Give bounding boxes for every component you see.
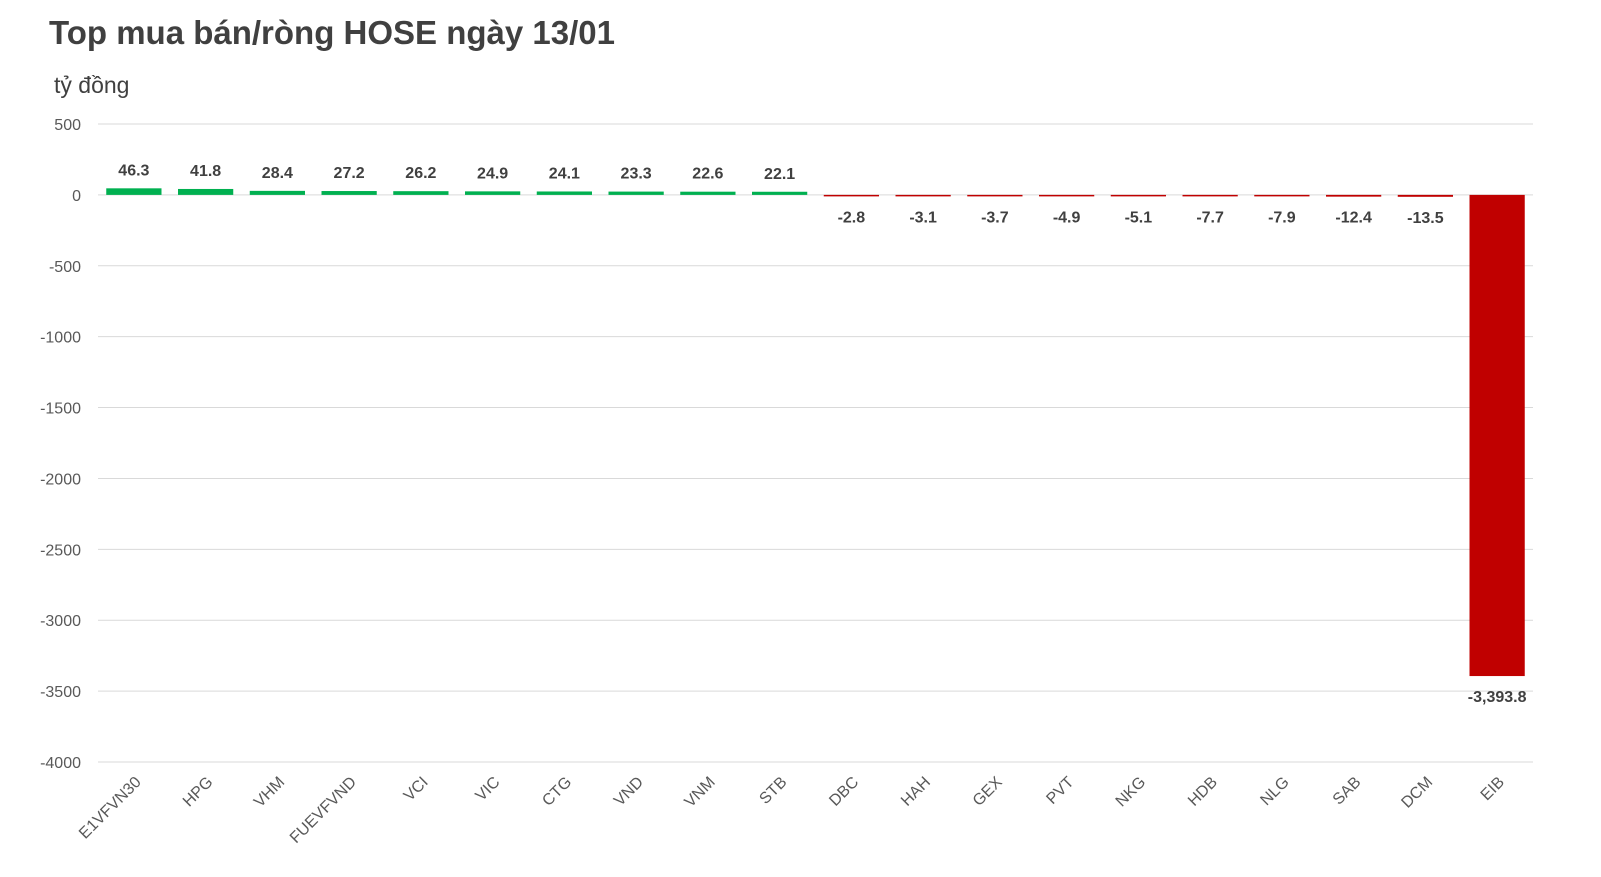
data-label: 23.3 bbox=[621, 166, 652, 183]
data-label: 22.1 bbox=[764, 166, 795, 183]
y-tick-label: -2000 bbox=[40, 471, 81, 488]
y-tick-label: -1500 bbox=[40, 401, 81, 418]
category-label: NKG bbox=[1113, 774, 1150, 811]
bar bbox=[393, 191, 449, 195]
bar bbox=[249, 190, 305, 195]
data-label: -4.9 bbox=[1053, 209, 1081, 226]
category-label: HPG bbox=[180, 774, 217, 811]
category-label: VIC bbox=[473, 774, 504, 805]
category-label: VND bbox=[611, 774, 647, 810]
bar bbox=[1182, 194, 1238, 197]
bar bbox=[1326, 194, 1382, 197]
category-label: EIB bbox=[1478, 774, 1508, 804]
chart-title: Top mua bán/ròng HOSE ngày 13/01 bbox=[49, 14, 615, 51]
bar bbox=[465, 191, 521, 195]
data-label: -3.7 bbox=[981, 209, 1009, 226]
category-label: VNM bbox=[682, 774, 719, 811]
bar bbox=[1397, 194, 1453, 197]
bar bbox=[178, 188, 234, 195]
category-label: HDB bbox=[1185, 774, 1221, 810]
category-label: VHM bbox=[251, 774, 288, 811]
y-tick-label: 0 bbox=[72, 188, 81, 205]
data-label: 22.6 bbox=[692, 166, 723, 183]
y-tick-label: -4000 bbox=[40, 755, 81, 772]
bar bbox=[608, 191, 664, 195]
data-label: 46.3 bbox=[118, 162, 149, 179]
data-label: 41.8 bbox=[190, 163, 221, 180]
data-label: 24.1 bbox=[549, 165, 580, 182]
bar bbox=[752, 191, 808, 195]
category-label: NLG bbox=[1257, 774, 1292, 809]
data-label: -12.4 bbox=[1335, 210, 1372, 227]
y-tick-label: -3000 bbox=[40, 613, 81, 630]
category-label: HAH bbox=[898, 774, 934, 810]
bar bbox=[106, 188, 162, 195]
category-label: DBC bbox=[826, 774, 862, 810]
gridlines bbox=[98, 123, 1533, 763]
data-label: -7.9 bbox=[1268, 209, 1296, 226]
category-label: GEX bbox=[970, 774, 1006, 810]
bar bbox=[536, 191, 592, 195]
data-label: 24.9 bbox=[477, 165, 508, 182]
y-tick-label: -3500 bbox=[40, 684, 81, 701]
bar bbox=[967, 194, 1023, 197]
y-tick-label: -500 bbox=[49, 259, 81, 276]
data-label: 27.2 bbox=[334, 165, 365, 182]
y-axis-unit-label: tỷ đồng bbox=[54, 72, 130, 98]
y-axis-ticks: 500 0 -500 -1000 -1500 -2000 -2500 -3000 -3500 -4… bbox=[40, 117, 81, 772]
bar bbox=[895, 194, 951, 197]
category-label: SAB bbox=[1330, 774, 1365, 809]
category-label: E1VFVN30 bbox=[76, 774, 145, 843]
category-label: CTG bbox=[539, 774, 575, 810]
bar bbox=[680, 191, 736, 195]
category-label: STB bbox=[756, 774, 790, 808]
bar bbox=[1469, 194, 1525, 677]
data-label: -5.1 bbox=[1125, 209, 1153, 226]
data-labels: 46.3 41.8 28.4 27.2 26.2 24.9 24.1 23.3 22.6 22.1… bbox=[118, 162, 1526, 706]
bar bbox=[1110, 194, 1166, 197]
data-label: -7.7 bbox=[1196, 209, 1224, 226]
bar bbox=[321, 191, 377, 195]
data-label: -3,393.8 bbox=[1468, 689, 1527, 706]
data-label: 28.4 bbox=[262, 165, 293, 182]
data-label: -3.1 bbox=[909, 209, 937, 226]
category-label: FUEVFVND bbox=[287, 774, 360, 847]
category-label: PVT bbox=[1043, 774, 1077, 808]
data-label: 26.2 bbox=[405, 165, 436, 182]
y-tick-label: 500 bbox=[54, 117, 81, 134]
data-label: -13.5 bbox=[1407, 210, 1444, 227]
category-label: VCI bbox=[401, 774, 432, 805]
data-label: -2.8 bbox=[838, 209, 866, 226]
bar bbox=[1254, 194, 1310, 197]
bars bbox=[106, 188, 1525, 677]
category-label: DCM bbox=[1398, 774, 1436, 812]
y-tick-label: -1000 bbox=[40, 330, 81, 347]
bar bbox=[1039, 194, 1095, 197]
y-tick-label: -2500 bbox=[40, 542, 81, 559]
bar bbox=[823, 194, 879, 197]
